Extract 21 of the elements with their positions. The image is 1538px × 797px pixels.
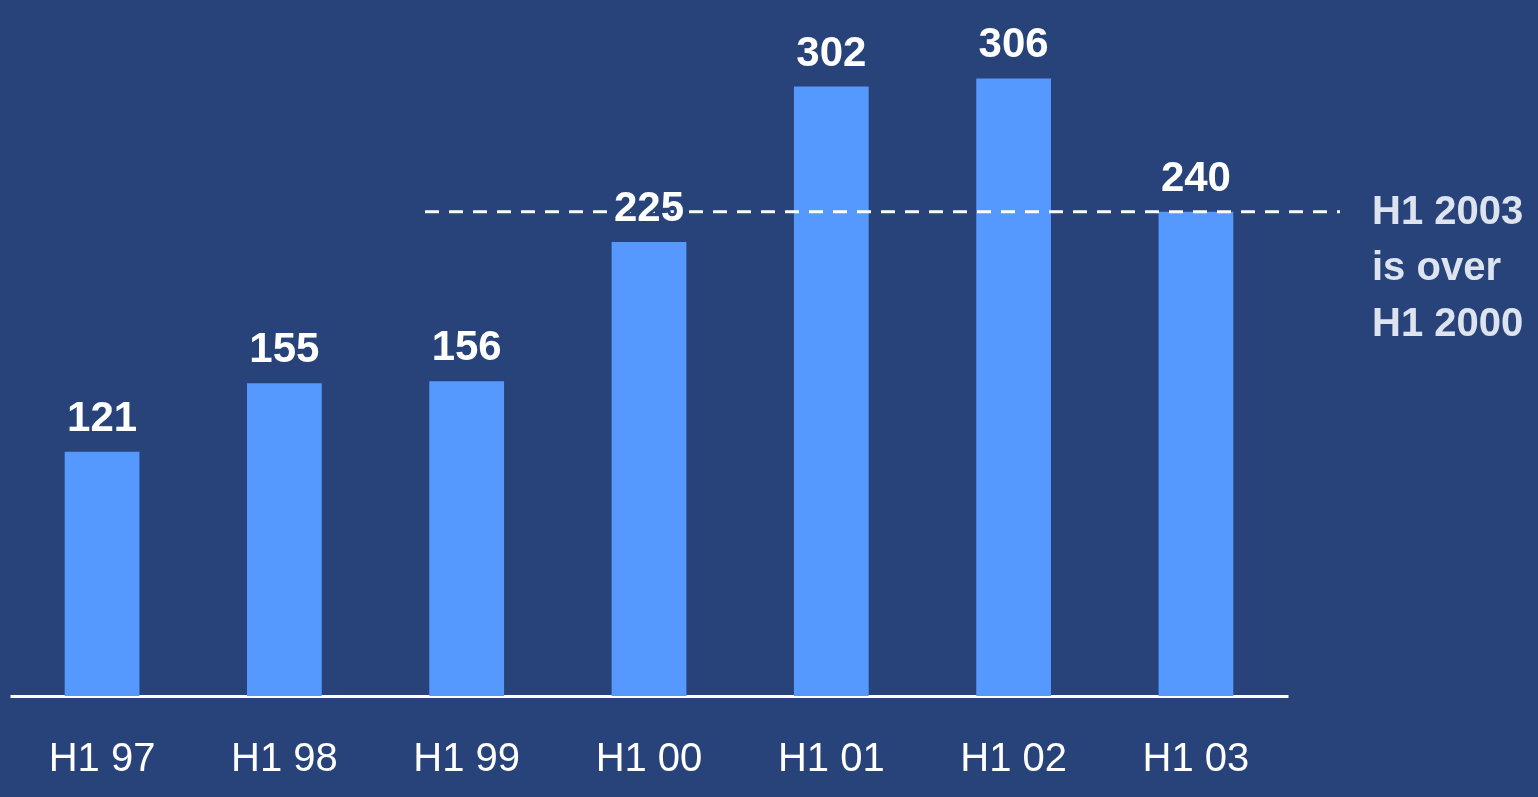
bar [793, 86, 869, 696]
data-label: 306 [978, 19, 1049, 67]
data-label: 302 [796, 27, 867, 75]
bar [64, 451, 140, 696]
data-label: 240 [1160, 152, 1231, 200]
data-label: 121 [67, 392, 138, 440]
ref-line-label: H1 2003 is over H1 2000 [1372, 187, 1524, 344]
bar [247, 383, 322, 696]
x-tick-label: H1 00 [595, 734, 703, 779]
x-tick-label: H1 99 [413, 734, 521, 779]
bar [1158, 211, 1234, 696]
bar [611, 241, 687, 696]
data-label: 155 [249, 324, 320, 372]
x-tick-label: H1 98 [231, 734, 338, 779]
x-tick-label: H1 97 [48, 734, 156, 779]
bar [429, 381, 505, 696]
data-label: 156 [431, 322, 502, 370]
x-tick-label: H1 02 [960, 734, 1067, 779]
x-tick-label: H1 03 [1142, 734, 1250, 779]
x-tick-label: H1 01 [777, 734, 885, 779]
bar [976, 78, 1051, 696]
